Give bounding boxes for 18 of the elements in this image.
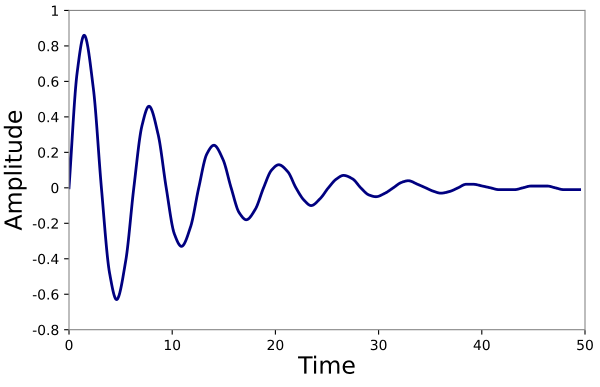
y-tick-label: 0.6 (38, 76, 58, 87)
x-tick-label: 40 (474, 340, 490, 350)
y-tick-label: -0.4 (32, 254, 58, 264)
x-tick-label: 10 (164, 340, 180, 350)
x-tick-label: 0 (65, 340, 72, 350)
y-tick-label: 0.4 (38, 112, 58, 122)
x-tick-label: 30 (370, 340, 387, 350)
y-tick-label: -0.6 (32, 289, 58, 300)
x-tick-label: 50 (577, 340, 593, 350)
y-tick-label: -0.2 (32, 218, 58, 229)
x-tick-label: 20 (268, 340, 284, 350)
y-tick-label: 0.8 (38, 40, 58, 52)
y-tick-label: -0.8 (32, 324, 58, 336)
y-tick-label: 1 (52, 6, 58, 16)
y-tick-label: 0 (51, 182, 58, 194)
y-axis-title: Amplitude (4, 110, 27, 230)
x-axis-title: Time (298, 356, 355, 374)
y-tick-label: 0.2 (38, 147, 58, 158)
